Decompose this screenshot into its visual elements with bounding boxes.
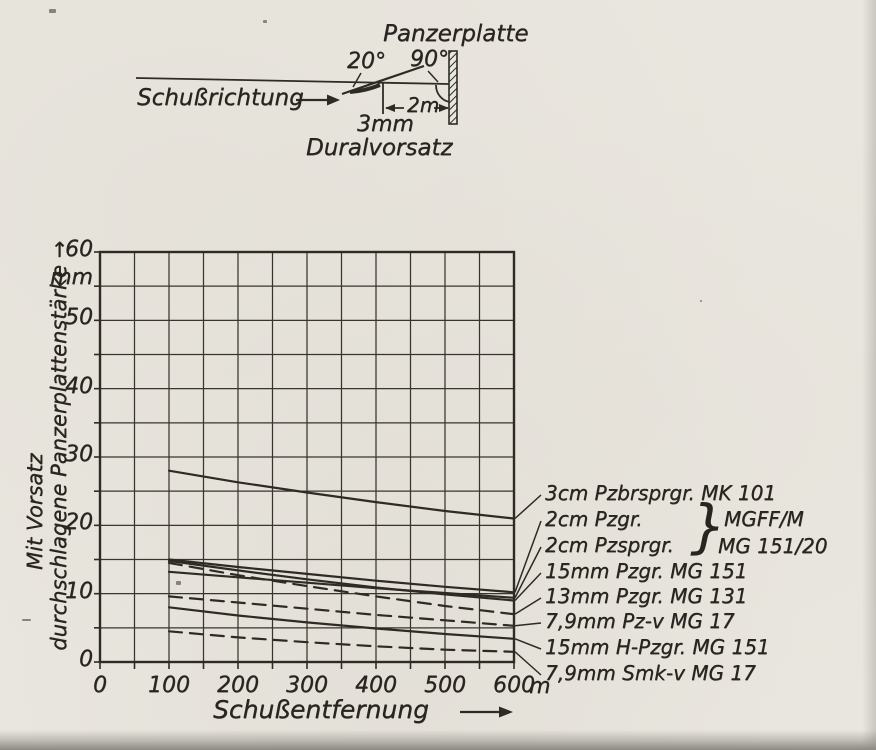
x-unit-label: m xyxy=(529,674,551,699)
data-curve-4 xyxy=(167,559,516,602)
angle-20-arc xyxy=(349,83,381,94)
dimension-arrow-right xyxy=(439,104,449,112)
distance-2m-label: 2m xyxy=(407,93,440,117)
dural-plate-line xyxy=(341,64,425,96)
schussrichtung-label: Schußrichtung xyxy=(137,85,304,111)
legend-leader-line xyxy=(514,572,542,602)
dimension-arrow-left xyxy=(385,104,395,112)
legend-item: 7,9mm Smk-v MG 17 xyxy=(545,661,756,685)
legend-leader-line xyxy=(514,651,542,676)
legend-gun-label-mgffm: MGFF/M xyxy=(724,507,804,531)
y-tick-label: 30 xyxy=(65,442,93,467)
legend-item: 15mm H-Pzgr. MG 151 xyxy=(545,635,770,659)
legend-item: 3cm Pzbrsprgr. MK 101 xyxy=(545,481,777,505)
x-axis-label: Schußentfernung xyxy=(213,695,429,724)
y-tick-label: 10 xyxy=(65,578,93,604)
legend-item: 13mm Pzgr. MG 131 xyxy=(545,584,748,608)
data-curve-7 xyxy=(167,606,516,640)
scan-speck xyxy=(49,9,56,13)
data-curve-6 xyxy=(167,595,516,627)
legend-brace: } xyxy=(690,492,727,560)
data-curve-8 xyxy=(167,630,516,653)
legend-leader-line xyxy=(514,520,542,593)
armor-plate xyxy=(448,50,458,125)
y-unit-label: mm xyxy=(50,265,93,290)
data-curve-3 xyxy=(167,570,516,599)
legend-item: 2cm Pzsprgr. xyxy=(545,533,674,557)
y-tick-label: 0 xyxy=(79,647,93,672)
y-tick-label: 40 xyxy=(65,373,93,399)
x-tick-label: 200 xyxy=(217,673,259,698)
scan-speck xyxy=(176,581,181,585)
firing-direction-arrowhead xyxy=(327,94,340,106)
scan-speck xyxy=(700,300,702,302)
legend-item: 2cm Pzgr. xyxy=(545,507,643,531)
data-curve-1 xyxy=(167,469,516,520)
duralvorsatz-label: Duralvorsatz xyxy=(306,135,453,161)
x-tick-label: 0 xyxy=(93,673,107,698)
data-curve-5 xyxy=(167,561,516,616)
y-tick-label: 50 xyxy=(65,305,93,331)
x-tick-label: 100 xyxy=(148,673,190,698)
angle-90-label: 90° xyxy=(410,47,449,72)
x-tick-label: 400 xyxy=(355,673,397,698)
trajectory-line xyxy=(135,77,450,85)
x-axis-arrowhead xyxy=(499,706,513,718)
legend-leader-line xyxy=(514,597,542,615)
x-tick-label: 600 xyxy=(493,673,535,698)
vorsatz-thickness-label: 3mm xyxy=(357,112,414,137)
legend-item: 15mm Pzgr. MG 151 xyxy=(545,559,748,583)
angle-90-pointer xyxy=(427,70,439,83)
y-tick-label: 20 xyxy=(65,510,93,536)
x-tick-label: 300 xyxy=(286,673,328,698)
data-curve-2 xyxy=(167,558,516,594)
x-tick-label: 500 xyxy=(424,673,466,698)
legend-leader-line xyxy=(514,494,542,520)
angle-90-arc xyxy=(435,84,451,103)
scan-speck xyxy=(22,619,31,621)
legend-gun-label-mg15120: MG 151/20 xyxy=(718,534,828,558)
legend-leader-line xyxy=(514,546,542,599)
angle-20-pointer xyxy=(352,72,362,88)
legend-item: 7,9mm Pz-v MG 17 xyxy=(545,609,735,633)
y-tick-label: 60 xyxy=(65,237,93,262)
scan-speck xyxy=(263,20,267,23)
scan-shadow-right xyxy=(862,0,876,750)
angle-20-label: 20° xyxy=(347,49,386,74)
scan-shadow-bottom xyxy=(0,730,876,750)
legend-leader-line xyxy=(514,622,542,627)
panzerplatte-label: Panzerplatte xyxy=(383,21,529,47)
legend-leader-line xyxy=(514,638,542,650)
